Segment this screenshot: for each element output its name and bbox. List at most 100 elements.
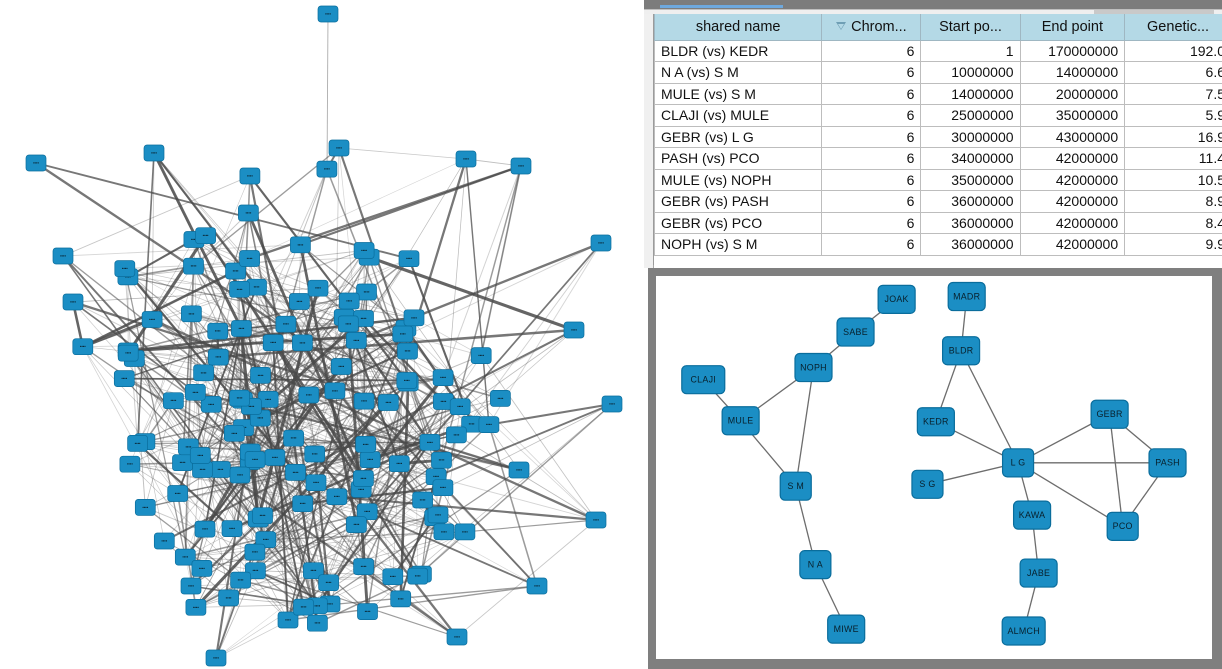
main-network-node[interactable]: •••• xyxy=(262,334,284,352)
node-shape[interactable] xyxy=(403,309,425,327)
main-network-edge[interactable] xyxy=(185,517,435,558)
cell-chromosome[interactable]: 6 xyxy=(821,190,922,213)
node-shape[interactable] xyxy=(205,649,227,667)
main-network-node[interactable]: •••• xyxy=(357,603,378,620)
main-network-node[interactable]: •••• xyxy=(172,454,193,472)
node-shape[interactable] xyxy=(1019,558,1058,588)
cell-end_point[interactable]: 20000000 xyxy=(1019,82,1126,105)
node-shape[interactable] xyxy=(1001,616,1046,646)
cell-shared_name[interactable]: BLDR (vs) KEDR xyxy=(654,39,823,62)
main-network-node[interactable]: •••• xyxy=(239,250,260,267)
node-shape[interactable] xyxy=(293,598,314,616)
main-network-edge[interactable] xyxy=(241,400,314,571)
main-network-node[interactable]: •••• xyxy=(432,479,454,497)
main-network-edge[interactable] xyxy=(127,238,195,278)
main-network-node[interactable]: •••• xyxy=(337,315,359,333)
node-shape[interactable] xyxy=(345,332,367,349)
sub-network-node[interactable]: CLAJI xyxy=(681,365,726,395)
main-network-edge[interactable] xyxy=(129,464,289,621)
node-shape[interactable] xyxy=(799,550,832,580)
cell-chromosome[interactable]: 6 xyxy=(821,147,922,170)
node-shape[interactable] xyxy=(180,577,202,595)
node-shape[interactable] xyxy=(290,236,311,254)
main-network-edge[interactable] xyxy=(267,250,365,400)
cell-chromosome[interactable]: 6 xyxy=(821,211,922,234)
node-shape[interactable] xyxy=(941,336,981,366)
node-shape[interactable] xyxy=(292,495,314,513)
main-network-edge[interactable] xyxy=(363,250,520,471)
node-shape[interactable] xyxy=(398,250,420,268)
main-network-edge[interactable] xyxy=(238,212,250,399)
node-shape[interactable] xyxy=(449,398,471,416)
main-network-node[interactable]: •••• xyxy=(293,598,314,616)
main-network-edge[interactable] xyxy=(256,287,320,520)
main-network-edge[interactable] xyxy=(239,288,415,319)
node-shape[interactable] xyxy=(225,262,246,280)
main-network-node[interactable]: •••• xyxy=(326,488,348,506)
main-network-edge[interactable] xyxy=(405,328,597,521)
main-network-node[interactable]: •••• xyxy=(563,321,585,339)
main-network-edge[interactable] xyxy=(72,287,319,303)
main-network-edge[interactable] xyxy=(82,250,365,348)
node-shape[interactable] xyxy=(289,293,310,310)
main-network-edge[interactable] xyxy=(398,380,408,464)
main-network-node[interactable]: •••• xyxy=(388,455,410,473)
main-network-edge[interactable] xyxy=(326,13,329,176)
node-shape[interactable] xyxy=(283,429,304,447)
cell-start_point[interactable]: 34000000 xyxy=(920,147,1021,170)
cell-genetic[interactable]: 10.5 xyxy=(1124,168,1222,191)
node-shape[interactable] xyxy=(230,571,251,589)
main-network-node[interactable]: •••• xyxy=(432,369,454,386)
cell-shared_name[interactable]: MULE (vs) NOPH xyxy=(654,168,823,191)
main-network-node[interactable]: •••• xyxy=(318,574,339,592)
sub-network-node[interactable]: MIWE xyxy=(827,614,866,644)
main-network-node[interactable]: •••• xyxy=(195,227,216,245)
main-network-edge[interactable] xyxy=(464,519,597,533)
main-network-edge[interactable] xyxy=(190,528,206,587)
node-shape[interactable] xyxy=(390,590,412,608)
node-shape[interactable] xyxy=(407,567,429,585)
main-network-edge[interactable] xyxy=(260,250,365,419)
node-shape[interactable] xyxy=(508,461,530,479)
main-network-node[interactable]: •••• xyxy=(307,279,329,297)
main-network-node[interactable]: •••• xyxy=(252,507,273,525)
sub-network-node[interactable]: JOAK xyxy=(877,284,916,314)
main-network-edge[interactable] xyxy=(129,463,444,533)
node-shape[interactable] xyxy=(193,364,214,382)
sub-network-node[interactable]: KAWA xyxy=(1012,500,1052,530)
node-shape[interactable] xyxy=(143,144,165,162)
sub-network-node[interactable]: L G xyxy=(1001,448,1035,478)
main-network-node[interactable]: •••• xyxy=(119,455,141,473)
cell-start_point[interactable]: 10000000 xyxy=(920,61,1021,84)
main-network-edge[interactable] xyxy=(173,400,303,505)
main-network-edge[interactable] xyxy=(126,234,207,354)
table-scroll-region[interactable]: shared name Chrom... Start po... End poi… xyxy=(653,14,1222,265)
main-network-edge[interactable] xyxy=(62,175,251,257)
sub-network-node[interactable]: S M xyxy=(779,471,812,501)
sub-network-node[interactable]: JABE xyxy=(1019,558,1058,588)
sub-network-node[interactable]: MULE xyxy=(721,406,760,436)
main-network-node[interactable]: •••• xyxy=(62,293,84,311)
node-shape[interactable] xyxy=(681,365,726,395)
node-shape[interactable] xyxy=(113,370,135,387)
main-network-node[interactable]: •••• xyxy=(189,447,211,464)
node-shape[interactable] xyxy=(194,520,216,538)
node-shape[interactable] xyxy=(911,469,944,499)
cell-end_point[interactable]: 42000000 xyxy=(1019,233,1126,256)
cell-genetic[interactable]: 192.0 xyxy=(1124,39,1222,62)
main-network-edge[interactable] xyxy=(300,244,407,329)
main-network-edge[interactable] xyxy=(302,486,444,505)
node-shape[interactable] xyxy=(255,531,277,548)
cell-end_point[interactable]: 42000000 xyxy=(1019,147,1126,170)
main-network-node[interactable]: •••• xyxy=(117,344,139,362)
main-network-node[interactable]: •••• xyxy=(192,461,213,478)
main-network-node[interactable]: •••• xyxy=(292,495,314,513)
main-network-edge[interactable] xyxy=(442,165,522,378)
main-network-edge[interactable] xyxy=(249,256,370,462)
node-shape[interactable] xyxy=(207,322,229,340)
main-network-edge[interactable] xyxy=(239,250,365,476)
node-shape[interactable] xyxy=(827,614,866,644)
